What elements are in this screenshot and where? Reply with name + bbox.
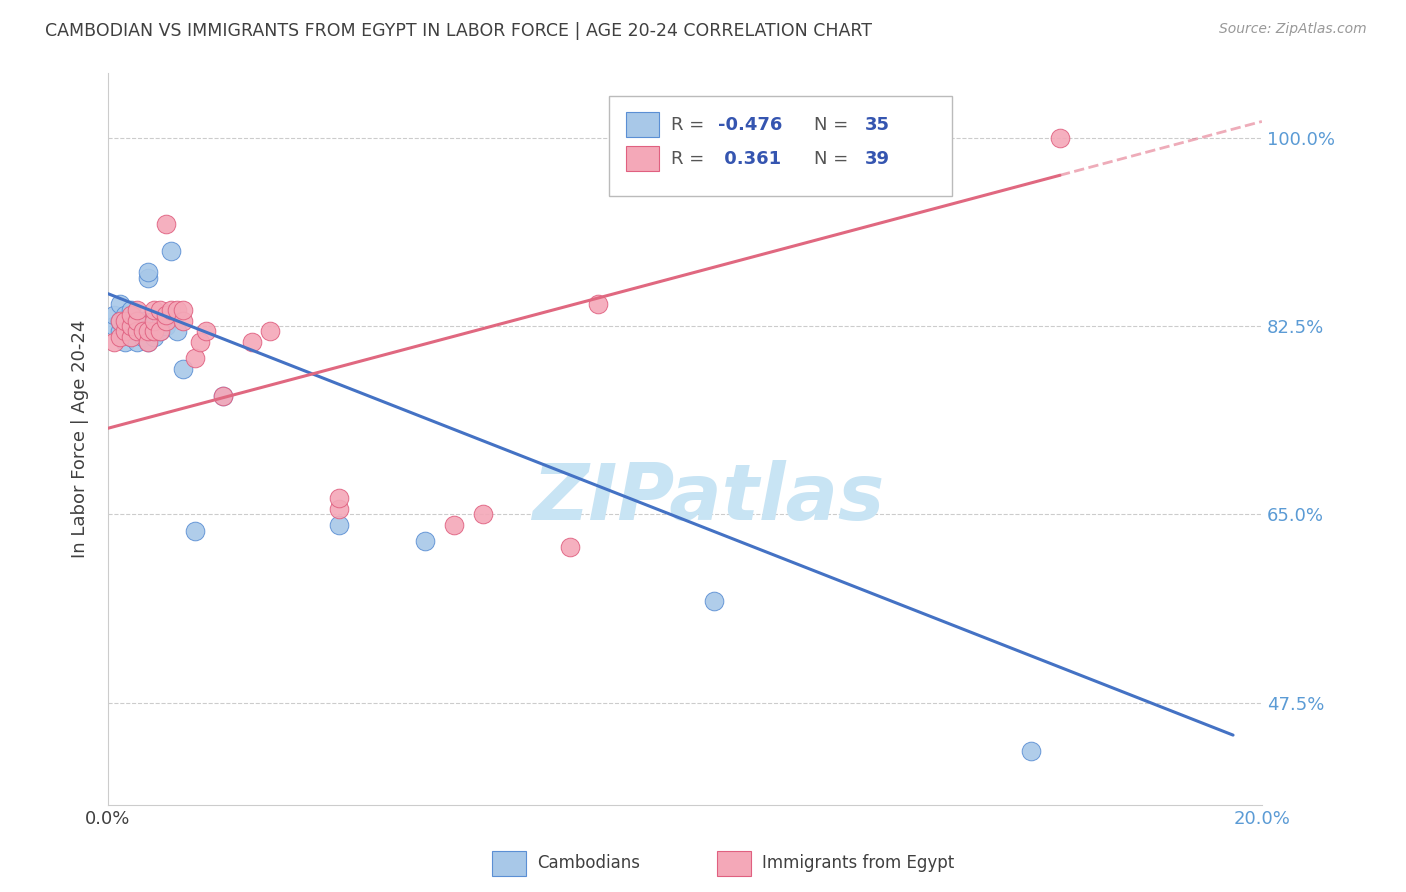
Point — [143, 302, 166, 317]
Text: 39: 39 — [865, 150, 890, 168]
Point — [143, 324, 166, 338]
Point — [108, 313, 131, 327]
Point — [558, 540, 581, 554]
Text: N =: N = — [814, 150, 853, 168]
Point — [120, 308, 142, 322]
Text: R =: R = — [671, 150, 710, 168]
Point — [120, 330, 142, 344]
Point — [103, 335, 125, 350]
Point — [138, 324, 160, 338]
Point — [328, 502, 350, 516]
Point — [1049, 130, 1071, 145]
Text: CAMBODIAN VS IMMIGRANTS FROM EGYPT IN LABOR FORCE | AGE 20-24 CORRELATION CHART: CAMBODIAN VS IMMIGRANTS FROM EGYPT IN LA… — [45, 22, 872, 40]
Point — [114, 324, 136, 338]
Point — [131, 324, 153, 338]
Text: ZIPatlas: ZIPatlas — [531, 459, 884, 535]
Point — [172, 313, 194, 327]
Point — [588, 297, 610, 311]
Text: N =: N = — [814, 116, 853, 134]
Point — [108, 330, 131, 344]
Text: Immigrants from Egypt: Immigrants from Egypt — [762, 855, 955, 872]
Point — [328, 491, 350, 506]
Text: 0.361: 0.361 — [718, 150, 782, 168]
Point — [472, 508, 495, 522]
Point — [108, 324, 131, 338]
Point — [131, 330, 153, 344]
Point — [114, 318, 136, 333]
Point — [188, 335, 211, 350]
Point — [195, 324, 218, 338]
Point — [103, 318, 125, 333]
Text: R =: R = — [671, 116, 710, 134]
Point — [138, 265, 160, 279]
Point — [131, 313, 153, 327]
Point — [108, 297, 131, 311]
Point — [155, 318, 177, 333]
Point — [114, 335, 136, 350]
Point — [160, 244, 183, 258]
Y-axis label: In Labor Force | Age 20-24: In Labor Force | Age 20-24 — [72, 320, 89, 558]
Point — [125, 313, 148, 327]
Point — [103, 308, 125, 322]
Point — [328, 518, 350, 533]
Point — [172, 302, 194, 317]
Point — [212, 389, 235, 403]
Point — [120, 302, 142, 317]
Point — [143, 330, 166, 344]
Point — [120, 324, 142, 338]
Point — [413, 534, 436, 549]
Point — [125, 335, 148, 350]
Point — [138, 270, 160, 285]
Point — [114, 324, 136, 338]
Point — [1019, 744, 1042, 758]
Point — [120, 313, 142, 327]
Text: Source: ZipAtlas.com: Source: ZipAtlas.com — [1219, 22, 1367, 37]
Point — [166, 324, 188, 338]
Point — [149, 324, 172, 338]
Point — [443, 518, 465, 533]
Point — [155, 308, 177, 322]
Text: 35: 35 — [865, 116, 890, 134]
Point — [143, 324, 166, 338]
Point — [114, 313, 136, 327]
Point — [120, 318, 142, 333]
Point — [160, 302, 183, 317]
Point — [166, 302, 188, 317]
Point — [259, 324, 281, 338]
Point — [703, 593, 725, 607]
Point — [240, 335, 263, 350]
Point — [212, 389, 235, 403]
Point — [155, 217, 177, 231]
Point — [155, 313, 177, 327]
Point — [172, 362, 194, 376]
Point — [131, 324, 153, 338]
Text: -0.476: -0.476 — [718, 116, 783, 134]
Point — [149, 302, 172, 317]
Point — [183, 524, 205, 538]
Point — [125, 324, 148, 338]
Point — [125, 324, 148, 338]
Point — [108, 313, 131, 327]
Point — [183, 351, 205, 366]
Point — [120, 330, 142, 344]
Point — [125, 313, 148, 327]
Point — [114, 308, 136, 322]
Point — [143, 313, 166, 327]
Point — [138, 335, 160, 350]
Point — [149, 324, 172, 338]
Point — [138, 335, 160, 350]
Point — [125, 302, 148, 317]
Text: Cambodians: Cambodians — [537, 855, 640, 872]
